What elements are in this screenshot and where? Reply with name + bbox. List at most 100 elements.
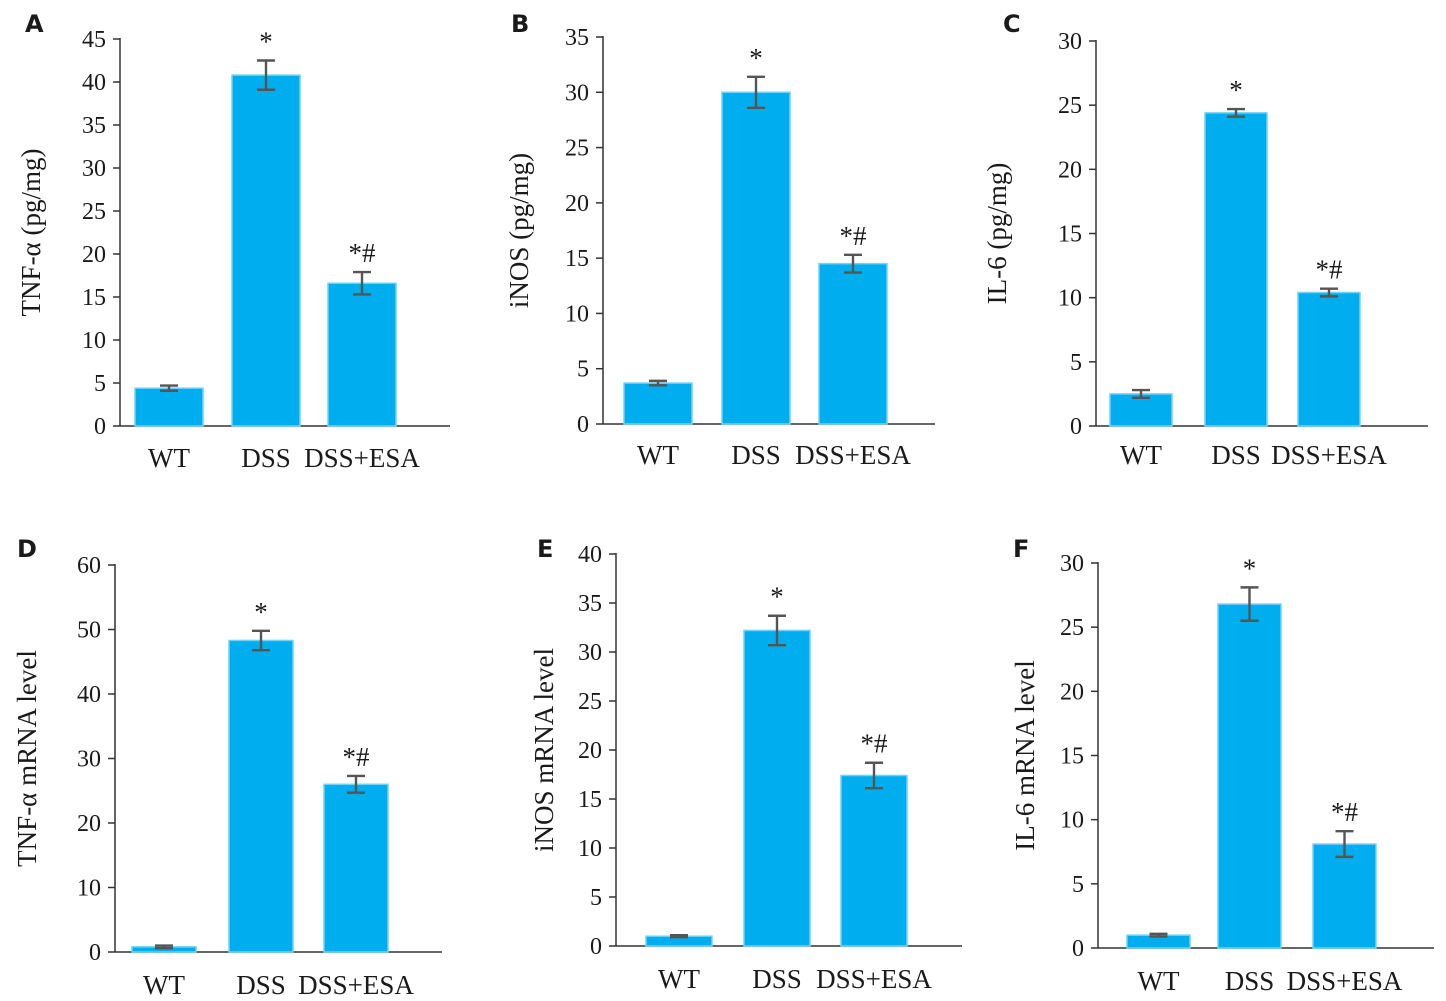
bar-dss	[1204, 112, 1268, 427]
y-axis-title: iNOS (pg/mg)	[504, 153, 534, 308]
chart-panel-b: B 0 5 10 15 20 25 30 35 iNOS (pg/mg) WT * DSS *# DSS+E…	[504, 10, 935, 470]
y-tick-label: 15	[1058, 222, 1082, 248]
x-category-label: DSS+ESA	[1271, 440, 1387, 470]
y-tick-label: 10	[565, 301, 589, 327]
panel-letter: C	[1003, 10, 1021, 38]
y-tick-label: 0	[94, 414, 106, 440]
x-category-label: WT	[1138, 966, 1180, 996]
panel-letter: B	[511, 10, 529, 38]
y-tick-label: 25	[578, 689, 602, 715]
panel-letter: E	[537, 535, 553, 563]
x-category-label: WT	[637, 440, 679, 470]
significance-mark: *#	[1331, 797, 1359, 827]
x-category-label: DSS	[731, 440, 781, 470]
y-tick-label: 30	[1058, 29, 1082, 55]
y-tick-label: 0	[1070, 414, 1082, 440]
significance-mark: *	[254, 597, 268, 627]
y-tick-label: 10	[77, 876, 101, 902]
y-tick-label: 15	[578, 787, 602, 813]
y-tick-label: 5	[1072, 872, 1084, 898]
panel-letter: A	[25, 10, 44, 38]
y-tick-label: 15	[565, 246, 589, 272]
bar-dss-esa	[327, 282, 397, 427]
y-tick-label: 25	[565, 136, 589, 162]
x-category-label: WT	[1120, 440, 1162, 470]
significance-mark: *	[1243, 553, 1257, 583]
x-category-label: WT	[148, 443, 190, 473]
y-tick-label: 20	[565, 191, 589, 217]
panel-letter: D	[17, 535, 37, 563]
y-axis-title: TNF-α (pg/mg)	[16, 149, 46, 317]
bar-dss-esa	[323, 783, 389, 953]
significance-mark: *#	[349, 238, 377, 268]
y-tick-label: 15	[82, 285, 106, 311]
y-axis-title: iNOS mRNA level	[529, 648, 559, 852]
x-category-label: DSS+ESA	[298, 970, 414, 1000]
significance-mark: *	[749, 43, 763, 73]
y-tick-label: 20	[1058, 157, 1082, 183]
significance-mark: *#	[1316, 255, 1344, 285]
y-tick-label: 20	[1060, 679, 1084, 705]
bar-dss-esa	[840, 774, 908, 947]
x-category-label: DSS	[1211, 440, 1261, 470]
y-tick-label: 0	[577, 412, 589, 438]
y-tick-label: 35	[578, 591, 602, 617]
y-tick-label: 20	[82, 242, 106, 268]
x-category-label: DSS	[752, 964, 802, 994]
y-tick-label: 50	[77, 618, 101, 644]
y-tick-label: 30	[578, 640, 602, 666]
bar-dss	[231, 74, 301, 427]
y-axis-title: IL-6 mRNA level	[1010, 660, 1040, 850]
bar-wt	[1109, 393, 1173, 427]
bar-dss	[743, 629, 811, 947]
significance-mark: *	[770, 582, 784, 612]
y-tick-label: 35	[82, 113, 106, 139]
y-tick-label: 20	[578, 738, 602, 764]
y-tick-label: 25	[1058, 93, 1082, 119]
y-tick-label: 0	[590, 934, 602, 960]
bar-wt	[134, 387, 204, 427]
bar-dss	[228, 639, 294, 953]
y-axis-title: TNF-α mRNA level	[12, 650, 42, 867]
x-category-label: DSS+ESA	[1287, 966, 1403, 996]
y-tick-label: 15	[1060, 744, 1084, 770]
y-tick-label: 60	[77, 553, 101, 579]
chart-panel-f: F 0 5 10 15 20 25 30 IL-6 mRNA level WT * DSS *# DSS+…	[1010, 535, 1434, 996]
y-axis-title: IL-6 (pg/mg)	[982, 163, 1012, 305]
chart-panel-d: D 0 10 20 30 40 50 60 TNF-α mRNA level WT * DSS *# DS…	[12, 535, 442, 1000]
y-tick-label: 5	[94, 371, 106, 397]
y-tick-label: 40	[77, 682, 101, 708]
y-tick-label: 30	[82, 156, 106, 182]
y-tick-label: 5	[590, 885, 602, 911]
bar-wt	[623, 382, 693, 425]
y-tick-label: 25	[82, 199, 106, 225]
y-tick-label: 5	[577, 357, 589, 383]
x-category-label: DSS	[236, 970, 286, 1000]
bar-dss-esa	[1297, 291, 1361, 427]
y-tick-label: 10	[82, 328, 106, 354]
bar-dss	[1217, 603, 1282, 949]
x-category-label: DSS	[241, 443, 291, 473]
y-tick-label: 10	[578, 836, 602, 862]
bar-dss-esa	[1312, 843, 1377, 949]
x-category-label: DSS+ESA	[816, 964, 932, 994]
significance-mark: *#	[343, 742, 371, 772]
y-tick-label: 30	[1060, 551, 1084, 577]
y-tick-label: 0	[89, 940, 101, 966]
panel-letter: F	[1013, 535, 1029, 563]
bar-dss	[721, 91, 791, 425]
chart-panel-a: A 0 5 10 15 20 25 30 35 40 45 TNF-α (pg/mg) WT * DSS *#…	[16, 10, 450, 473]
y-tick-label: 45	[82, 27, 106, 53]
significance-mark: *	[1229, 75, 1243, 105]
y-tick-label: 30	[565, 80, 589, 106]
x-category-label: DSS	[1225, 966, 1275, 996]
chart-panel-c: C 0 5 10 15 20 25 30 IL-6 (pg/mg) WT * DSS *# DSS+ESA	[982, 10, 1428, 470]
significance-mark: *	[259, 27, 273, 57]
x-category-label: WT	[658, 964, 700, 994]
y-tick-label: 35	[565, 25, 589, 51]
y-tick-label: 40	[578, 542, 602, 568]
y-tick-label: 30	[77, 747, 101, 773]
x-category-label: DSS+ESA	[304, 443, 420, 473]
significance-mark: *#	[840, 221, 868, 251]
x-category-label: WT	[143, 970, 185, 1000]
